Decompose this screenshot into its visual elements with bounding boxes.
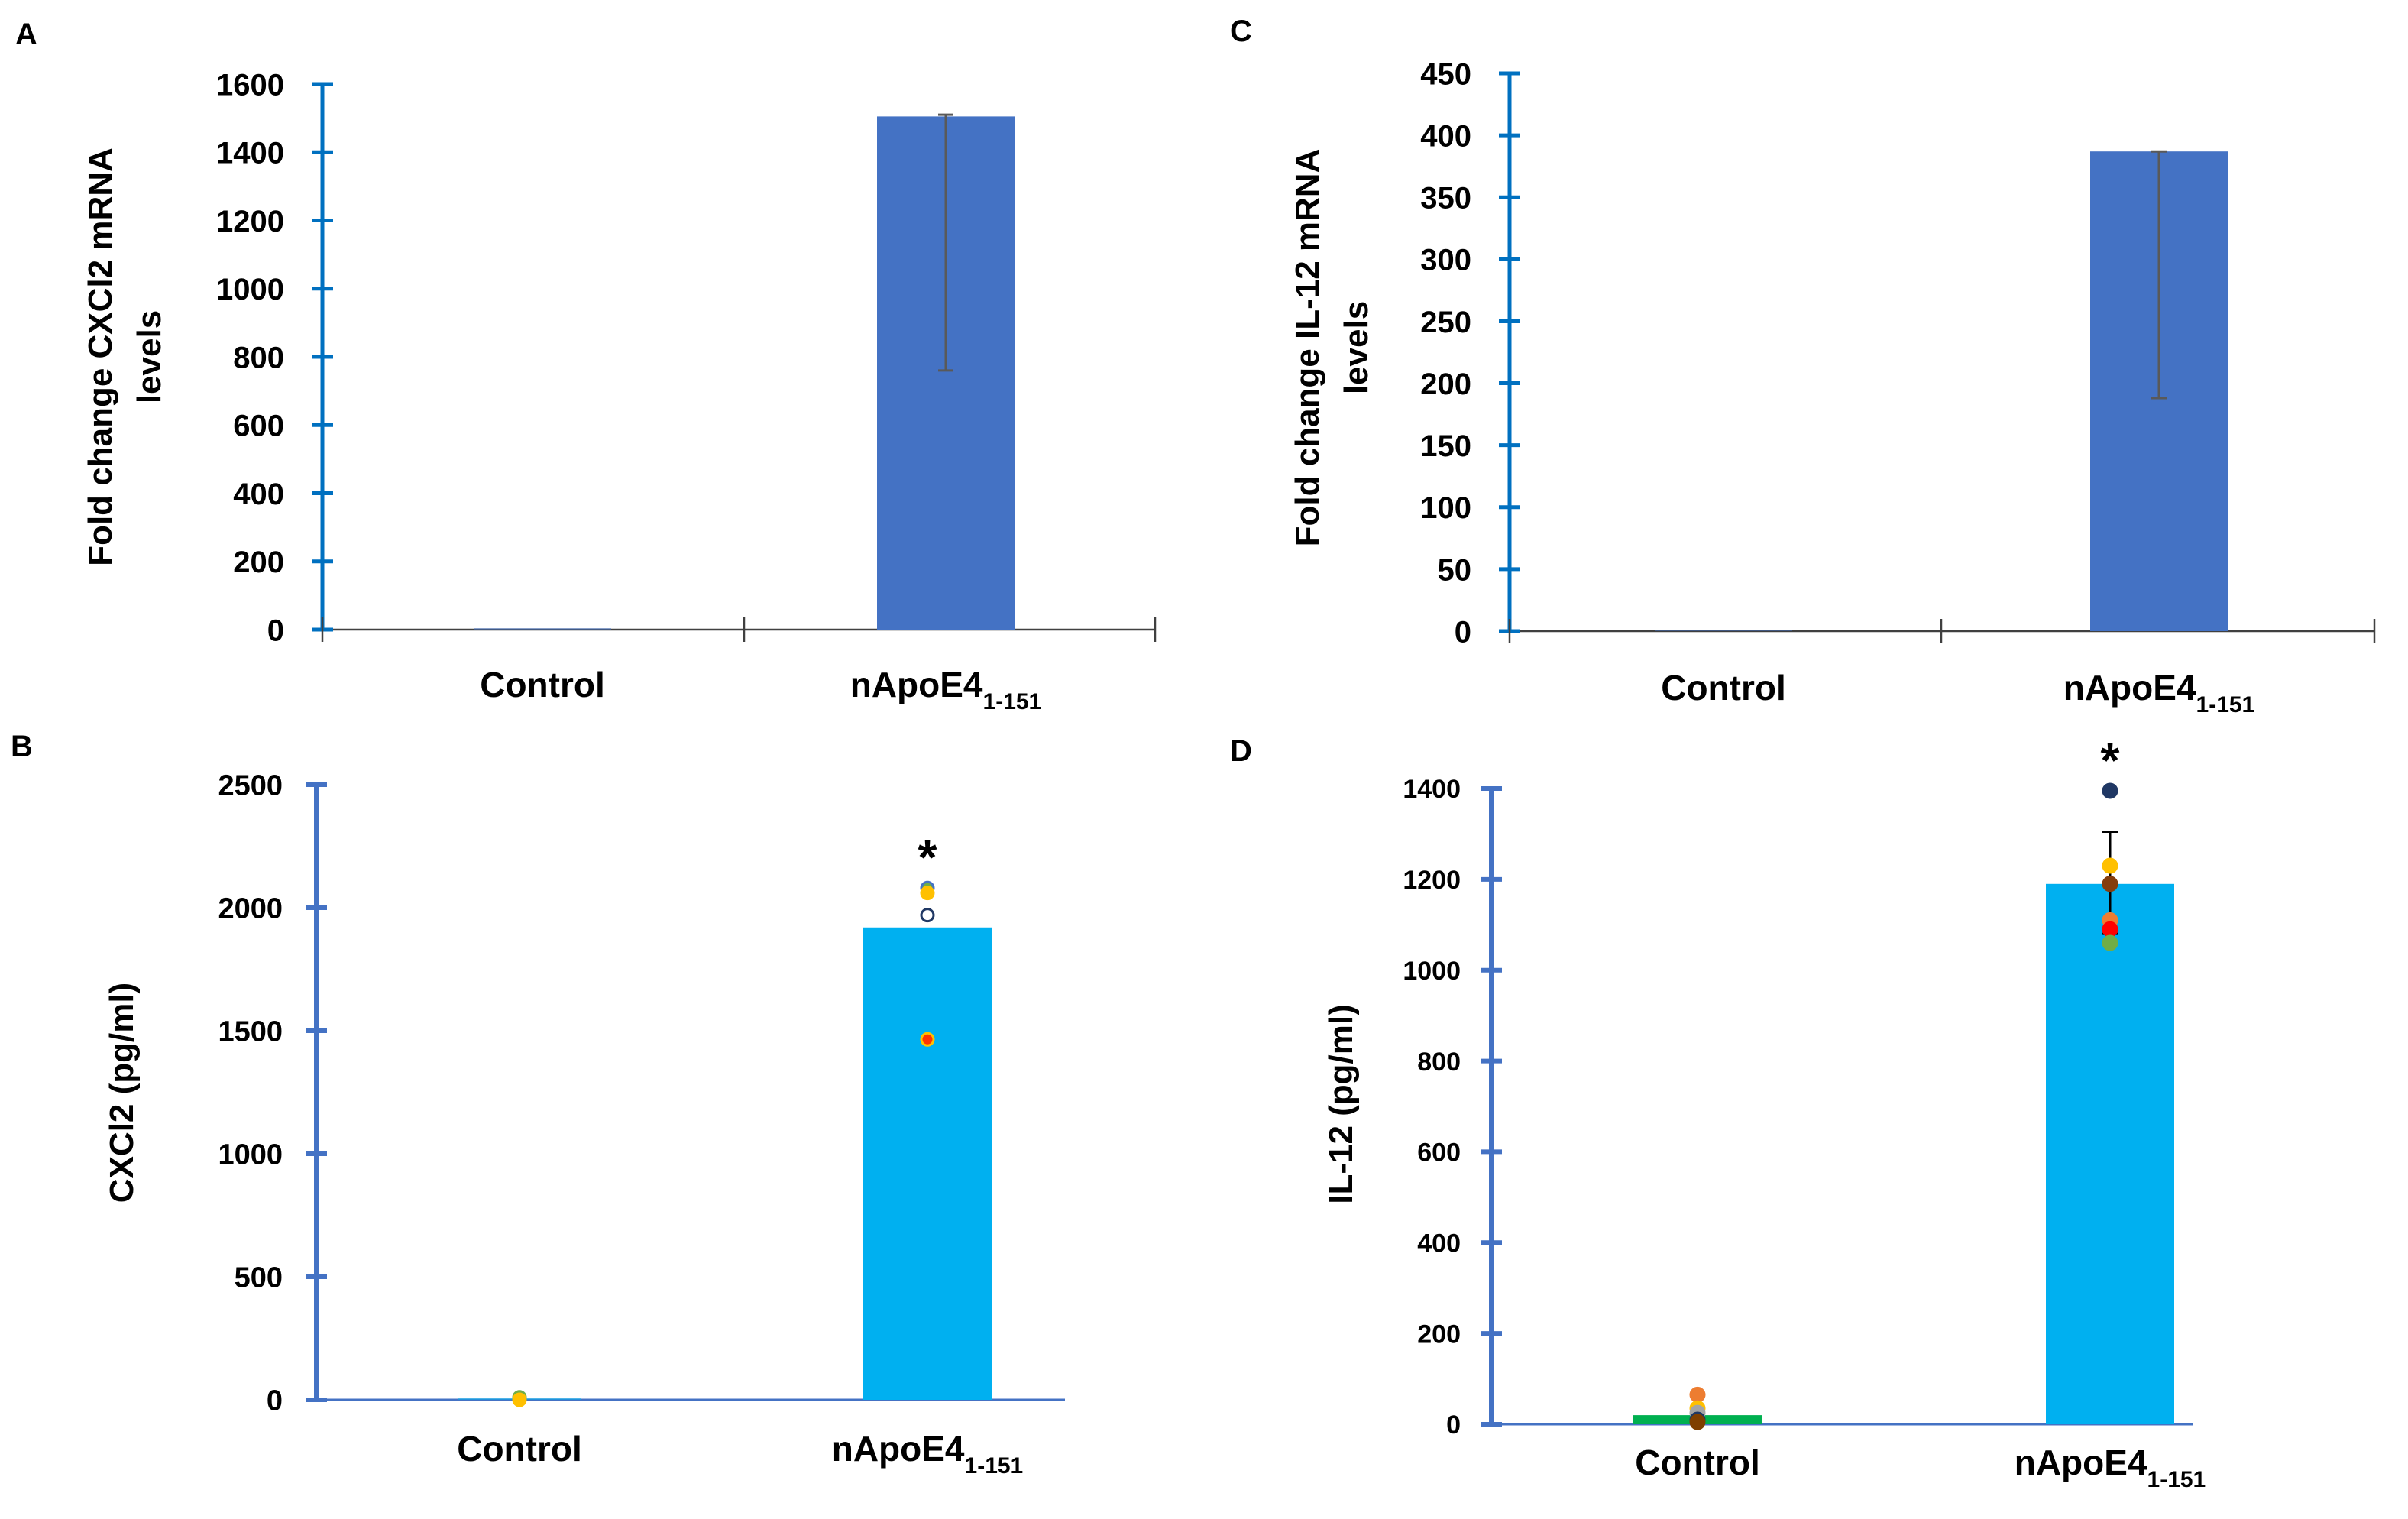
data-point: [2102, 921, 2118, 938]
y-axis-title: Fold change IL-12 mRNA: [1289, 149, 1326, 547]
y-tick-label: 2500: [218, 770, 283, 802]
data-point: [920, 908, 935, 923]
y-tick-label: 150: [1420, 429, 1471, 463]
y-tick-label: 0: [267, 1385, 283, 1417]
data-point: [2102, 934, 2118, 951]
panel-label-b: B: [11, 730, 33, 763]
y-tick-label: 0: [1446, 1410, 1461, 1440]
data-point: [920, 1032, 935, 1047]
x-category-label: nApoE41-151: [2015, 1443, 2206, 1492]
y-axis-title: IL-12 (pg/ml): [1322, 1004, 1360, 1204]
y-tick-label: 250: [1420, 306, 1471, 339]
bar-control: [1655, 630, 1792, 631]
y-tick-label: 2000: [218, 893, 283, 925]
panel-b: B 0 500 1000 1500 2000 2500 * Control nApoE41-15…: [11, 730, 1065, 1479]
y-tick-label: 400: [1417, 1229, 1461, 1258]
y-tick-label: 800: [233, 341, 284, 374]
y-tick-label: 1200: [216, 205, 284, 238]
y-tick-label: 1400: [1403, 775, 1461, 804]
y-tick-label: 1000: [218, 1139, 283, 1171]
y-tick-label: 300: [1420, 244, 1471, 277]
x-category-label: Control: [1635, 1443, 1760, 1482]
y-tick-label: 200: [233, 546, 284, 579]
panel-d: D 0 200 400 600 800 1000 1200 1400 * Control nApoE…: [1230, 733, 2206, 1492]
x-category-subscript: 1-151: [983, 689, 1042, 714]
x-category-label: Control: [1661, 668, 1786, 708]
bar-napoe4: [863, 927, 992, 1400]
y-tick-label: 800: [1417, 1048, 1461, 1077]
data-point: [2102, 782, 2118, 799]
y-tick-label: 1400: [216, 137, 284, 170]
y-tick-label: 1600: [216, 68, 284, 102]
y-axis-title: levels: [131, 310, 168, 403]
significance-marker: *: [918, 830, 937, 885]
bar-control: [474, 628, 611, 630]
panel-a: A 0 200 400 600 800 1000 1200 1400 1600 Control nA…: [15, 18, 1157, 714]
data-point: [1689, 1386, 1706, 1403]
y-tick-label: 1000: [1403, 957, 1461, 986]
y-tick-label: 100: [1420, 491, 1471, 525]
panel-label-d: D: [1230, 734, 1252, 768]
data-point: [1689, 1414, 1706, 1430]
y-tick-label: 600: [233, 410, 284, 443]
y-tick-label: 400: [233, 478, 284, 511]
data-point: [512, 1392, 527, 1407]
y-tick-label: 0: [267, 614, 284, 647]
x-category-label: Control: [480, 665, 605, 704]
x-category-subscript: 1-151: [2196, 692, 2255, 717]
y-tick-label: 450: [1420, 57, 1471, 91]
y-axis-title: CXCl2 (pg/ml): [103, 983, 141, 1203]
y-tick-label: 0: [1455, 615, 1471, 649]
y-tick-label: 200: [1420, 368, 1471, 401]
y-tick-label: 200: [1417, 1320, 1461, 1349]
y-tick-label: 1500: [218, 1016, 283, 1048]
y-tick-label: 50: [1438, 553, 1472, 587]
y-tick-label: 600: [1417, 1138, 1461, 1168]
y-tick-label: 350: [1420, 182, 1471, 215]
panel-label-a: A: [15, 18, 37, 51]
panel-label-c: C: [1230, 15, 1252, 48]
panel-c: C 0 50 100 150 200 250 300 350 400 450 Control nApo…: [1230, 15, 2376, 717]
bar-napoe4: [2046, 883, 2174, 1424]
significance-marker: *: [2101, 733, 2120, 788]
x-category-label: Control: [457, 1429, 582, 1469]
data-point: [2102, 876, 2118, 892]
y-tick-label: 1200: [1403, 866, 1461, 895]
y-tick-label: 1000: [216, 273, 284, 306]
data-point: [2102, 857, 2118, 874]
data-point: [920, 886, 935, 901]
y-tick-label: 500: [235, 1262, 283, 1294]
x-category-subscript: 1-151: [2147, 1467, 2206, 1492]
y-axis-title: Fold change CXCl2 mRNA: [82, 147, 119, 566]
x-category-subscript: 1-151: [965, 1453, 1024, 1479]
x-category-label: nApoE41-151: [850, 665, 1042, 714]
x-category-label: nApoE41-151: [832, 1429, 1024, 1479]
y-tick-label: 400: [1420, 120, 1471, 154]
y-axis-title: levels: [1338, 301, 1375, 394]
x-category-label: nApoE41-151: [2063, 668, 2255, 717]
